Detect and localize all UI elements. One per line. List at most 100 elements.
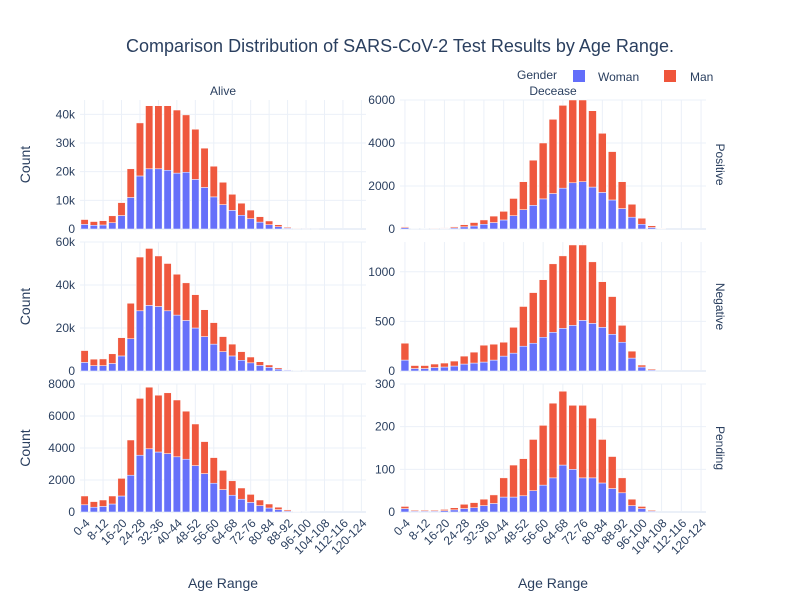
bar-man-44-48[interactable]	[509, 198, 518, 216]
bar-man-12-16[interactable]	[108, 215, 117, 223]
bar-woman-20-24[interactable]	[450, 365, 459, 372]
bar-man-40-44[interactable]	[172, 109, 181, 174]
bar-man-56-60[interactable]	[209, 165, 218, 198]
bar-woman-44-48[interactable]	[509, 352, 518, 372]
bar-man-20-24[interactable]	[450, 507, 459, 511]
bar-man-96-100[interactable]	[637, 506, 647, 509]
bar-man-24-28[interactable]	[136, 256, 144, 312]
bar-woman-36-40[interactable]	[163, 310, 172, 372]
bar-man-72-76[interactable]	[246, 209, 255, 219]
bar-woman-88-92[interactable]	[617, 341, 627, 372]
bar-woman-40-44[interactable]	[499, 219, 508, 230]
bar-woman-28-32[interactable]	[469, 225, 479, 230]
bar-woman-12-16[interactable]	[108, 503, 117, 513]
bar-man-20-24[interactable]	[126, 439, 135, 476]
bar-woman-64-68[interactable]	[228, 355, 237, 372]
bar-woman-76-80[interactable]	[255, 221, 264, 230]
bar-woman-44-48[interactable]	[509, 496, 518, 513]
bar-woman-76-80[interactable]	[255, 365, 264, 372]
bar-man-40-44[interactable]	[499, 477, 508, 498]
bar-woman-80-84[interactable]	[265, 367, 274, 372]
bar-woman-76-80[interactable]	[588, 323, 597, 372]
bar-woman-52-56[interactable]	[200, 473, 209, 513]
bar-woman-80-84[interactable]	[265, 507, 274, 513]
bar-man-72-76[interactable]	[578, 244, 587, 321]
bar-woman-60-64[interactable]	[548, 193, 558, 230]
bar-woman-0-4[interactable]	[400, 508, 410, 513]
bar-man-64-68[interactable]	[558, 105, 568, 189]
legend-label-woman[interactable]: Woman	[598, 70, 639, 84]
bar-man-48-52[interactable]	[519, 181, 528, 210]
bar-man-84-88[interactable]	[274, 506, 283, 510]
bar-woman-68-72[interactable]	[568, 182, 577, 230]
bar-woman-36-40[interactable]	[163, 169, 172, 230]
bar-woman-24-28[interactable]	[459, 363, 469, 372]
bar-man-36-40[interactable]	[489, 494, 498, 504]
bar-man-52-56[interactable]	[200, 147, 209, 188]
bar-man-32-36[interactable]	[479, 498, 489, 506]
bar-man-64-68[interactable]	[228, 480, 237, 496]
bar-man-20-24[interactable]	[126, 303, 135, 339]
bar-man-60-64[interactable]	[548, 402, 558, 479]
bar-woman-4-8[interactable]	[89, 365, 98, 372]
bar-man-4-8[interactable]	[410, 365, 420, 369]
bar-woman-44-48[interactable]	[182, 458, 191, 513]
bar-man-76-80[interactable]	[588, 417, 597, 479]
bar-man-80-84[interactable]	[265, 220, 274, 225]
bar-woman-8-12[interactable]	[420, 368, 429, 372]
bar-man-48-52[interactable]	[191, 423, 200, 466]
bar-woman-64-68[interactable]	[558, 187, 568, 230]
bar-woman-48-52[interactable]	[519, 209, 528, 230]
bar-woman-32-36[interactable]	[154, 451, 163, 513]
bar-woman-24-28[interactable]	[136, 310, 144, 372]
bar-woman-84-88[interactable]	[608, 334, 617, 372]
bar-man-12-16[interactable]	[430, 363, 439, 368]
bar-man-16-20[interactable]	[117, 337, 126, 357]
bar-woman-16-20[interactable]	[440, 366, 449, 372]
bar-man-28-32[interactable]	[145, 248, 154, 306]
bar-woman-68-72[interactable]	[568, 469, 577, 513]
bar-woman-8-12[interactable]	[99, 506, 108, 513]
bar-woman-80-84[interactable]	[598, 482, 607, 513]
bar-man-0-4[interactable]	[400, 506, 410, 509]
bar-man-60-64[interactable]	[548, 119, 558, 194]
bar-man-52-56[interactable]	[529, 439, 538, 491]
bar-man-16-20[interactable]	[440, 509, 449, 511]
bar-woman-48-52[interactable]	[519, 345, 528, 372]
bar-man-20-24[interactable]	[450, 226, 459, 229]
bar-man-80-84[interactable]	[265, 503, 274, 509]
bar-woman-96-100[interactable]	[637, 508, 647, 513]
bar-man-44-48[interactable]	[182, 114, 191, 173]
bar-woman-52-56[interactable]	[529, 342, 538, 372]
bar-man-84-88[interactable]	[608, 296, 617, 335]
bar-woman-12-16[interactable]	[108, 222, 117, 230]
bar-man-72-76[interactable]	[246, 494, 255, 503]
bar-man-92-96[interactable]	[627, 350, 637, 359]
bar-woman-48-52[interactable]	[519, 495, 528, 513]
bar-woman-56-60[interactable]	[538, 484, 548, 513]
bar-woman-60-64[interactable]	[548, 332, 558, 372]
bar-woman-0-4[interactable]	[80, 362, 89, 372]
bar-woman-0-4[interactable]	[80, 504, 89, 513]
bar-man-16-20[interactable]	[117, 202, 126, 216]
bar-woman-64-68[interactable]	[558, 328, 568, 372]
bar-man-12-16[interactable]	[108, 495, 117, 505]
bar-man-88-92[interactable]	[283, 227, 292, 229]
bar-man-12-16[interactable]	[108, 353, 117, 364]
bar-man-68-72[interactable]	[568, 405, 577, 470]
bar-woman-40-44[interactable]	[499, 496, 508, 513]
bar-man-80-84[interactable]	[598, 133, 607, 193]
bar-woman-44-48[interactable]	[509, 215, 518, 230]
bar-woman-12-16[interactable]	[108, 363, 117, 372]
bar-man-4-8[interactable]	[410, 510, 420, 512]
bar-man-44-48[interactable]	[509, 464, 518, 498]
bar-woman-24-28[interactable]	[136, 175, 144, 230]
bar-woman-92-96[interactable]	[627, 505, 637, 513]
bar-man-40-44[interactable]	[499, 211, 508, 221]
bar-woman-0-4[interactable]	[400, 359, 410, 372]
bar-woman-60-64[interactable]	[219, 351, 227, 372]
bar-man-68-72[interactable]	[568, 99, 577, 184]
bar-man-16-20[interactable]	[440, 362, 449, 368]
bar-woman-8-12[interactable]	[99, 365, 108, 372]
bar-man-100-104[interactable]	[647, 368, 656, 371]
